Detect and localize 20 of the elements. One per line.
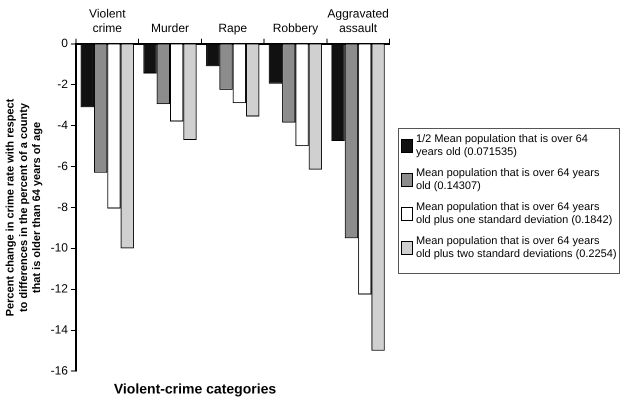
x-tick-label: Murder — [150, 20, 190, 35]
y-tick-label: -6 — [57, 158, 68, 173]
x-axis-title: Violent-crime categories — [114, 380, 276, 396]
y-tick-label: 0 — [61, 36, 68, 50]
y-tick-label: -8 — [57, 200, 68, 214]
y-tick-label: -2 — [57, 77, 68, 92]
y-tick-label: -10 — [50, 240, 68, 255]
y-tick-label: -4 — [57, 118, 68, 132]
legend-label: Mean population that is over 64 years old (0.14307) — [416, 167, 600, 193]
x-tick-label: Robbery — [272, 20, 318, 35]
x-tick-label: Violent crime — [89, 6, 126, 35]
legend-label: Mean population that is over 64 years old plus two standard deviations (0.2254) — [416, 235, 617, 261]
x-tick-label: Rape — [218, 20, 248, 35]
y-axis-title: Percent change in crime rate with respect to differences in the percent of a county that is older than 64 years of age — [4, 98, 44, 316]
y-tick-label: -12 — [50, 282, 68, 296]
legend-label: 1/2 Mean population that is over 64 years old (0.071535) — [416, 133, 589, 159]
x-tick-label: Aggravated assault — [327, 6, 389, 35]
y-tick-label: -14 — [50, 322, 68, 337]
text: Mean population that is over 64 years old plus one standard deviation (0.1842) — [416, 201, 614, 227]
y-tick-label: -16 — [50, 364, 68, 378]
